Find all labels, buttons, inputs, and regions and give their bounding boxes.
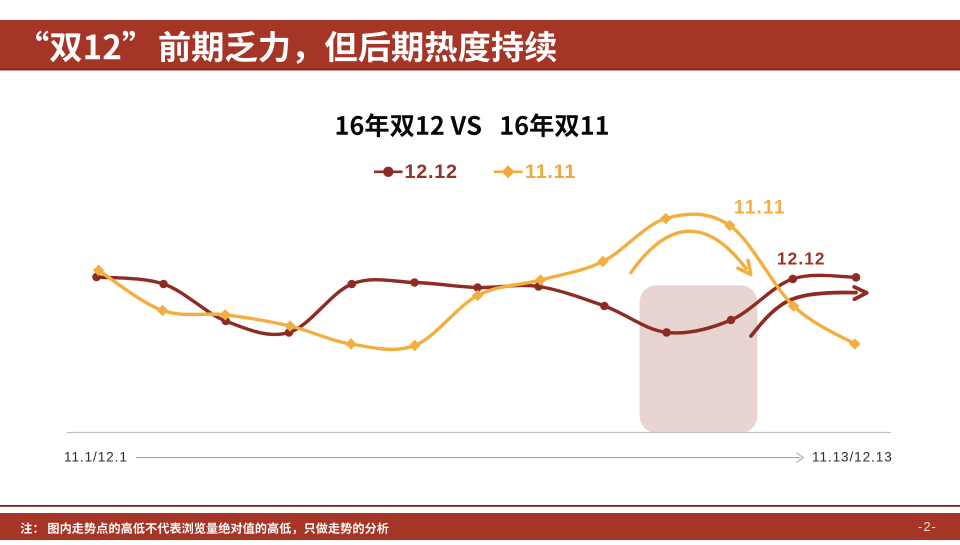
svg-text:11.11: 11.11 (525, 161, 576, 183)
svg-text:12.12: 12.12 (777, 248, 826, 268)
svg-text:11.1/12.1: 11.1/12.1 (64, 450, 128, 465)
svg-text:12.12: 12.12 (405, 161, 458, 183)
svg-text:-2-: -2- (918, 519, 937, 534)
svg-text:11.13/12.13: 11.13/12.13 (812, 450, 893, 465)
svg-text:11.11: 11.11 (734, 197, 786, 218)
